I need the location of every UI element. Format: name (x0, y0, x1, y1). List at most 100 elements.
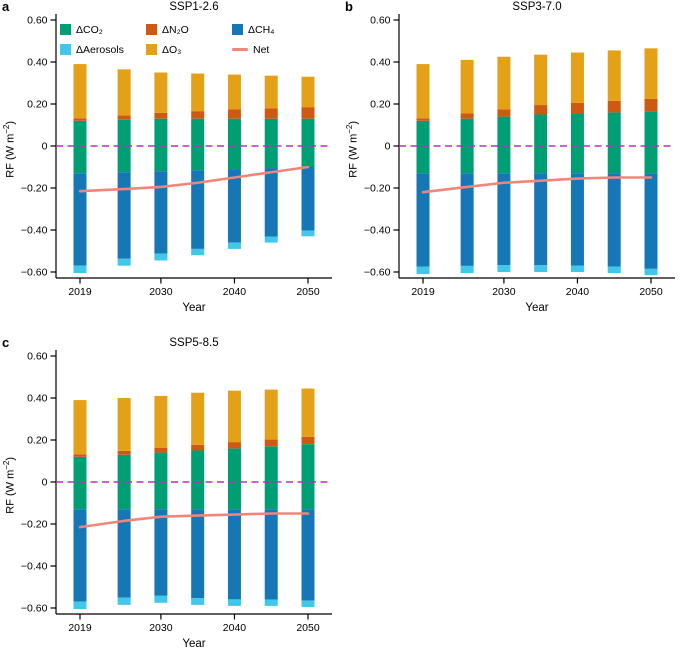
y-axis-label-close: ) (4, 120, 17, 125)
chart-c: 0.60 0.40 0.20 0 −0.20 −0.40 −0.60 2019 2030 2040… (21, 350, 332, 634)
bar-2045-co2_neg (607, 146, 621, 174)
bar-2045-aerosols (264, 599, 278, 606)
bar-2025-aerosols (460, 265, 474, 274)
y-axis-label-exponent: −2 (1, 124, 11, 134)
y-axis-label: RF (W m−2) (345, 121, 360, 178)
panel-a: a SSP1-2.6 0.60 0.40 0.20 0 −0.20 −0.40 −0.60 2… (0, 0, 342, 336)
y-axis-label-wrap-b: RF (W m−2) (343, 20, 361, 278)
y-axis-label-exponent: −2 (344, 124, 354, 134)
bar-2040-co2_neg (570, 146, 584, 174)
bar-2019-co2_pos (73, 120, 87, 146)
y-tick-label: −0.20 (21, 183, 48, 195)
bar-2030-n2o (154, 447, 168, 453)
bar-2045-co2_neg (264, 146, 278, 169)
y-tick-label: −0.40 (364, 225, 391, 237)
panel-title-c: SSP5-8.5 (169, 337, 219, 349)
y-tick-label: 0.40 (27, 393, 48, 405)
bar-2040-aerosols (227, 599, 241, 606)
legend-aerosols-swatch (60, 44, 71, 55)
bar-2019-n2o (73, 118, 87, 121)
bar-2050-o3 (644, 48, 658, 99)
y-tick-label: −0.60 (21, 267, 48, 279)
x-tick-label: 2050 (639, 286, 663, 298)
y-tick-label: 0.20 (27, 99, 48, 111)
bar-2050-co2_neg (301, 146, 315, 167)
net-line (78, 165, 310, 193)
y-tick-label: −0.20 (364, 183, 391, 195)
bar-2040-co2_pos (227, 448, 241, 482)
bar-2050-o3 (301, 76, 315, 108)
bar-2025-co2_pos (460, 118, 474, 146)
panel-letter-a: a (2, 0, 10, 14)
bar-2035-aerosols (191, 248, 205, 256)
bar-2019-co2_neg (73, 146, 87, 174)
y-tick-label: 0.40 (370, 57, 391, 69)
bar-2050-aerosols (644, 268, 658, 276)
y-tick-label: 0.60 (370, 15, 391, 27)
bar-2030-aerosols (154, 595, 168, 603)
y-axis-label-text: RF (W m (4, 133, 17, 178)
legend-co2-swatch (60, 24, 71, 35)
bar-2040-co2_pos (570, 113, 584, 146)
bar-2035-co2_pos (534, 114, 548, 146)
bar-2030-co2_pos (497, 116, 511, 146)
y-tick-label: 0 (42, 141, 48, 153)
bar-2025-o3 (117, 398, 131, 451)
y-axis-label-wrap-a: RF (W m−2) (0, 20, 18, 278)
bar-2025-n2o (117, 450, 131, 455)
bar-2050-ch4 (301, 167, 315, 231)
y-tick-label: 0.40 (27, 57, 48, 69)
bar-2030-o3 (154, 72, 168, 113)
bar-2030-n2o (154, 112, 168, 119)
bar-2035-ch4 (191, 170, 205, 249)
y-axis-label-text: RF (W m (347, 133, 360, 178)
bar-2035-co2_pos (191, 118, 205, 146)
bar-2050-n2o (301, 107, 315, 119)
bar-2045-n2o (607, 100, 621, 113)
chart-a: 0.60 0.40 0.20 0 −0.20 −0.40 −0.60 2019 2030 2040… (21, 14, 332, 298)
bar-2045-o3 (607, 50, 621, 101)
bar-2045-ch4 (607, 173, 621, 267)
panel-letter-c: c (2, 335, 10, 350)
bar-2019-co2_pos (416, 120, 430, 146)
x-tick-label: 2030 (149, 286, 173, 298)
x-tick-label: 2019 (411, 286, 435, 298)
bar-2045-ch4 (264, 509, 278, 600)
bar-2050-o3 (301, 388, 315, 437)
y-tick-label: 0 (385, 141, 391, 153)
y-axis-label: RF (W m−2) (2, 121, 17, 178)
y-tick-label: 0.60 (27, 15, 48, 27)
y-axis-label: RF (W m−2) (2, 457, 17, 514)
bar-2030-n2o (497, 109, 511, 117)
bar-2019-n2o (416, 118, 430, 121)
chart-area-a: 0.60 0.40 0.20 0 −0.20 −0.40 −0.60 2019 2030 2040… (0, 0, 342, 336)
legend: ΔCO₂ ΔN₂O ΔCH₄ ΔAerosols ΔO₃ Net (60, 22, 304, 57)
bar-2050-ch4 (644, 173, 658, 269)
y-tick-label: −0.60 (364, 267, 391, 279)
bar-2030-co2_neg (154, 146, 168, 172)
bar-2050-aerosols (301, 230, 315, 237)
bar-2040-co2_neg (227, 482, 241, 510)
panel-title-b: SSP3-7.0 (512, 1, 562, 13)
bar-2045-n2o (264, 108, 278, 119)
bar-2030-aerosols (154, 253, 168, 261)
bar-2030-co2_neg (154, 482, 168, 510)
bar-2030-co2_pos (154, 118, 168, 146)
y-tick-label: 0.20 (27, 435, 48, 447)
bar-2040-o3 (227, 74, 241, 110)
bar-2019-ch4 (73, 173, 87, 266)
panel-title-a: SSP1-2.6 (169, 1, 219, 13)
bar-2030-co2_pos (154, 452, 168, 482)
bar-2025-aerosols (117, 258, 131, 266)
legend-net-swatch (232, 48, 248, 51)
bar-2040-ch4 (227, 169, 241, 243)
bar-2019-o3 (73, 64, 87, 119)
bar-2035-co2_pos (191, 450, 205, 482)
legend-item-n2o: ΔN₂O (146, 22, 232, 37)
bar-2030-o3 (497, 56, 511, 110)
legend-label-net: Net (253, 43, 270, 56)
bar-2025-ch4 (117, 172, 131, 259)
y-tick-label: −0.20 (21, 519, 48, 531)
bar-2025-o3 (117, 69, 131, 116)
bar-2045-o3 (264, 75, 278, 109)
